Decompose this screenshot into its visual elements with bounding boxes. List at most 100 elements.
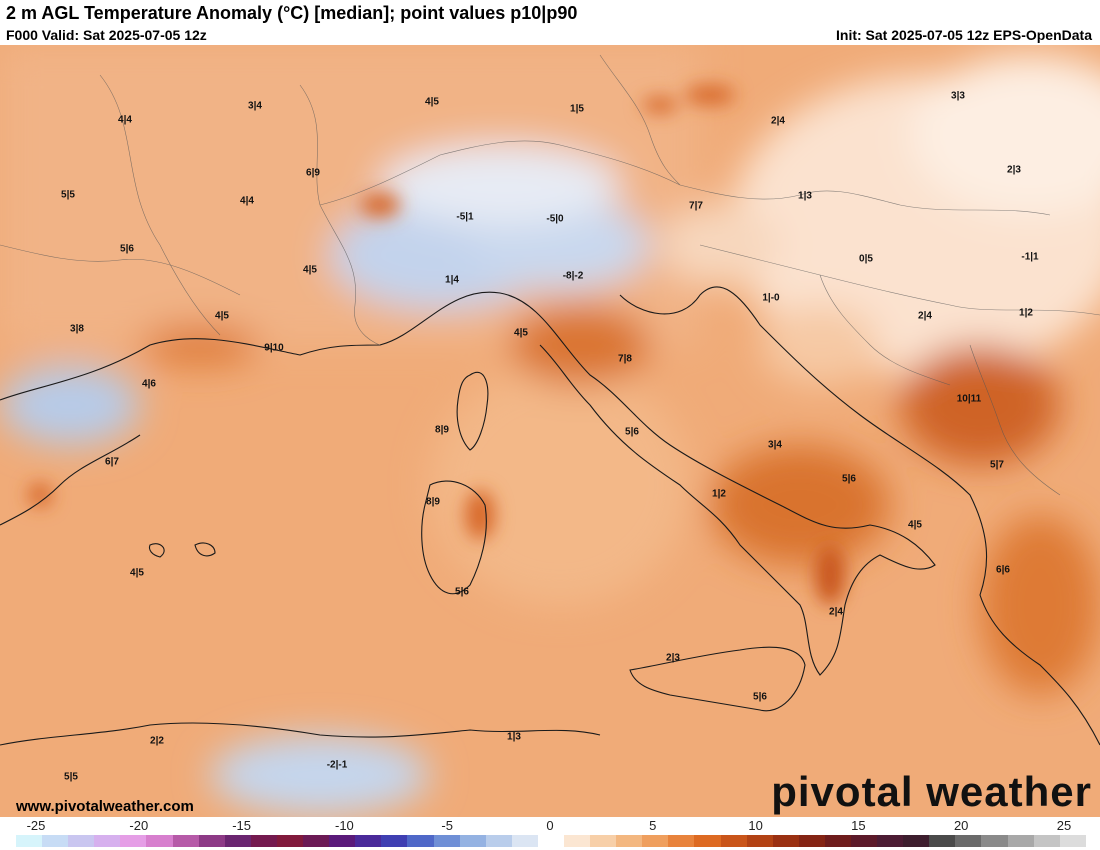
point-value: 4|5 bbox=[425, 96, 439, 108]
colorbar-swatch bbox=[537, 835, 564, 847]
point-value: 6|6 bbox=[996, 564, 1010, 576]
point-value: 3|4 bbox=[248, 100, 262, 112]
anomaly-map bbox=[0, 45, 1100, 817]
colorbar-swatch bbox=[1007, 835, 1034, 847]
point-value: 5|6 bbox=[753, 691, 767, 703]
point-value: 4|5 bbox=[514, 327, 528, 339]
coastlines bbox=[0, 286, 1100, 746]
colorbar-swatch bbox=[563, 835, 591, 847]
colorbar-swatch bbox=[68, 835, 95, 847]
colorbar-tick-label: -10 bbox=[334, 818, 354, 833]
colorbar-swatch bbox=[120, 835, 147, 847]
brand-logo: pivotal weather bbox=[771, 768, 1092, 815]
colorbar-swatch bbox=[616, 835, 643, 847]
point-value: 4|5 bbox=[908, 519, 922, 531]
colorbar-swatch bbox=[668, 835, 695, 847]
point-value: 6|9 bbox=[306, 167, 320, 179]
colorbar-swatch bbox=[146, 835, 173, 847]
colorbar-tick-label: -25 bbox=[26, 818, 46, 833]
point-value: -5|1 bbox=[456, 211, 474, 223]
point-value: 6|7 bbox=[105, 456, 119, 468]
point-value: 10|11 bbox=[956, 393, 982, 405]
valid-time: F000 Valid: Sat 2025-07-05 12z bbox=[6, 27, 207, 43]
point-value: 0|5 bbox=[859, 253, 873, 265]
colorbar-swatch bbox=[981, 835, 1008, 847]
colorbar-swatch bbox=[851, 835, 878, 847]
colorbar-tick-label: -20 bbox=[129, 818, 149, 833]
colorbar-tick-label: -15 bbox=[232, 818, 251, 833]
colorbar-swatch bbox=[94, 835, 121, 847]
point-value: 8|9 bbox=[426, 496, 440, 508]
point-value: 4|5 bbox=[130, 567, 144, 579]
colorbar-swatch bbox=[224, 835, 251, 847]
colorbar-swatch bbox=[433, 835, 460, 847]
point-value: 4|5 bbox=[215, 310, 229, 322]
colorbar-tick-label: 20 bbox=[953, 818, 969, 833]
point-value: -5|0 bbox=[546, 213, 564, 225]
point-value: 9|10 bbox=[264, 342, 284, 354]
colorbar-swatch bbox=[250, 835, 277, 847]
website-url: www.pivotalweather.com bbox=[16, 798, 194, 815]
colorbar-swatch bbox=[955, 835, 982, 847]
colorbar-tick-label: 25 bbox=[1056, 818, 1072, 833]
colorbar-swatch bbox=[903, 835, 930, 847]
colorbar-tick-label: 5 bbox=[649, 818, 657, 833]
colorbar-swatch bbox=[485, 835, 512, 847]
colorbar-swatch bbox=[16, 835, 43, 847]
point-value: 4|5 bbox=[303, 264, 317, 276]
point-value: 3|8 bbox=[70, 323, 84, 335]
point-value: -1|1 bbox=[1021, 251, 1039, 263]
colorbar-swatch bbox=[746, 835, 773, 847]
colorbar-swatch bbox=[694, 835, 721, 847]
point-value: -2|-1 bbox=[326, 759, 348, 771]
colorbar-swatch bbox=[172, 835, 199, 847]
colorbar-swatch bbox=[590, 835, 617, 847]
point-value: 4|4 bbox=[240, 195, 254, 207]
point-value: 1|2 bbox=[1019, 307, 1033, 319]
colorbar-swatch bbox=[929, 835, 956, 847]
point-value: 2|4 bbox=[771, 115, 785, 127]
point-value: 4|6 bbox=[142, 378, 156, 390]
colorbar-swatch bbox=[355, 835, 382, 847]
point-value: 5|6 bbox=[120, 243, 134, 255]
point-value: 1|3 bbox=[798, 190, 812, 202]
point-value: 2|3 bbox=[1007, 164, 1021, 176]
anomaly-shading bbox=[0, 45, 1100, 815]
colorbar-swatch bbox=[381, 835, 408, 847]
borders bbox=[0, 54, 1100, 496]
colorbar-tick-label: 10 bbox=[748, 818, 763, 833]
point-value: 2|2 bbox=[150, 735, 164, 747]
map-title: 2 m AGL Temperature Anomaly (°C) [median… bbox=[6, 3, 578, 23]
point-value: 5|6 bbox=[842, 473, 856, 485]
point-value: 5|7 bbox=[990, 459, 1004, 471]
colorbar-swatch bbox=[720, 835, 747, 847]
point-value: 1|-0 bbox=[762, 292, 780, 304]
colorbar-swatch bbox=[407, 835, 434, 847]
colorbar-swatch bbox=[511, 835, 538, 847]
colorbar-swatch bbox=[329, 835, 356, 847]
colorbar-swatch bbox=[824, 835, 851, 847]
colorbar-swatch bbox=[798, 835, 825, 847]
point-value: 3|4 bbox=[768, 439, 782, 451]
colorbar-tick-label: 0 bbox=[546, 818, 554, 833]
point-value: 3|3 bbox=[951, 90, 965, 102]
point-value: 1|3 bbox=[507, 731, 521, 743]
point-value: 5|5 bbox=[61, 189, 75, 201]
point-value: 2|3 bbox=[666, 652, 680, 664]
point-value: 1|4 bbox=[445, 274, 459, 286]
point-value: 5|6 bbox=[455, 586, 469, 598]
colorbar-swatch bbox=[1033, 835, 1060, 847]
colorbar-swatch bbox=[1059, 835, 1086, 847]
point-value: 7|8 bbox=[618, 353, 632, 365]
point-value: 5|5 bbox=[64, 771, 78, 783]
colorbar-swatch bbox=[459, 835, 486, 847]
colorbar-swatch bbox=[198, 835, 225, 847]
init-time: Init: Sat 2025-07-05 12z EPS-OpenData bbox=[836, 27, 1092, 43]
point-value: 8|9 bbox=[435, 424, 449, 436]
colorbar-swatch bbox=[772, 835, 799, 847]
point-value: 1|2 bbox=[712, 488, 726, 500]
point-value: 1|5 bbox=[570, 103, 584, 115]
point-value: 2|4 bbox=[829, 606, 843, 618]
colorbar-tick-label: 15 bbox=[851, 818, 866, 833]
point-value: 5|6 bbox=[625, 426, 639, 438]
